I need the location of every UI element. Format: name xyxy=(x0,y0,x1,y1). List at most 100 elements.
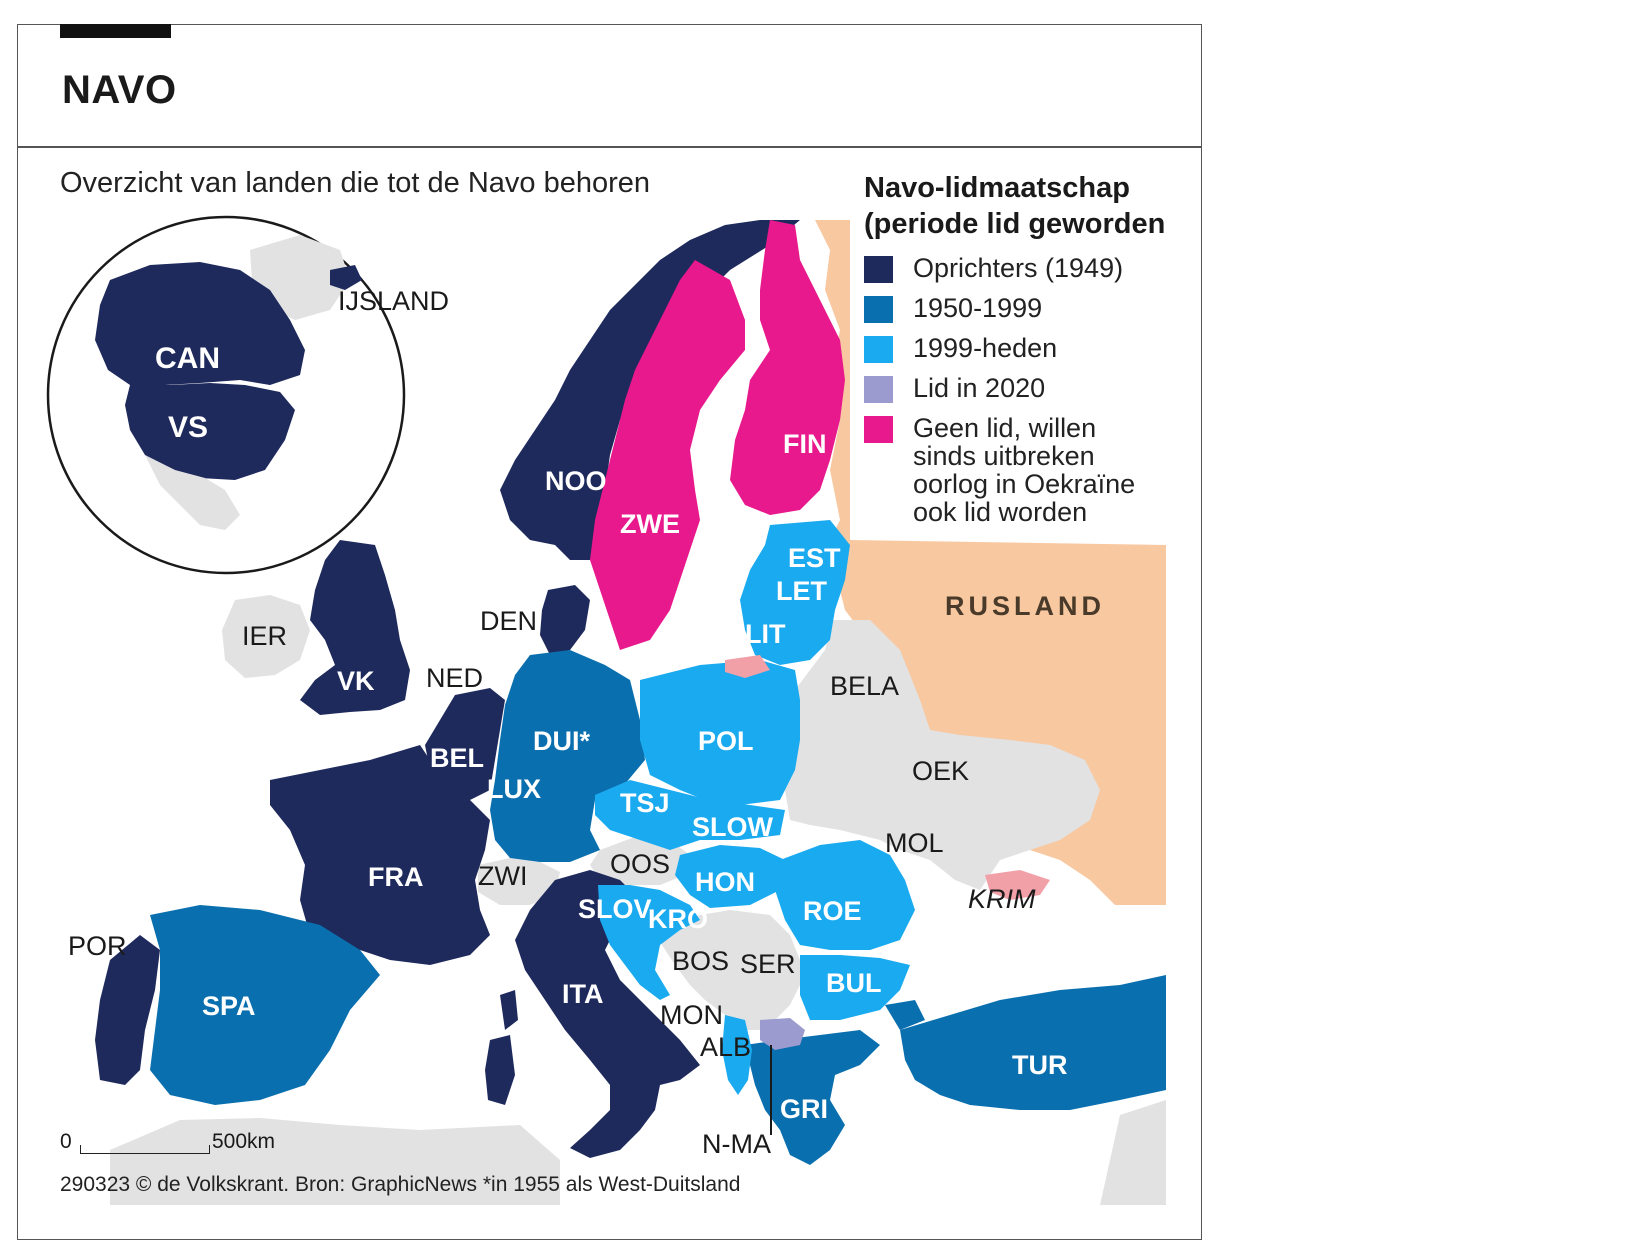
label-ier: IER xyxy=(242,621,287,651)
norway-region xyxy=(500,220,800,560)
corsica-region xyxy=(500,990,518,1030)
europe-map: IJSLAND CAN VS NOO ZWE FIN EST LET LIT R… xyxy=(46,215,1166,1205)
usa-region xyxy=(125,383,295,480)
label-rusland: RUSLAND xyxy=(945,591,1105,621)
scale-end-label: 500km xyxy=(212,1130,276,1153)
label-alb: ALB xyxy=(700,1032,751,1062)
east-med-region xyxy=(1100,1100,1166,1205)
kaliningrad-region xyxy=(725,655,770,678)
legend-item-1999-heden: 1999-heden xyxy=(864,333,1194,363)
label-por: POR xyxy=(68,931,127,961)
label-roe: ROE xyxy=(803,896,862,926)
legend-label: Geen lid, willen sinds uitbreken oorlog … xyxy=(913,413,1136,527)
portugal-region xyxy=(95,935,160,1085)
scale-bar xyxy=(80,1145,210,1154)
denmark-region xyxy=(540,585,590,655)
label-bel: BEL xyxy=(430,743,484,773)
label-mol: MOL xyxy=(885,828,944,858)
canada-region xyxy=(95,262,305,385)
legend-item-candidate: Geen lid, willen sinds uitbreken oorlog … xyxy=(864,414,1153,526)
label-spa: SPA xyxy=(202,991,256,1021)
albania-region xyxy=(722,1015,752,1095)
label-den: DEN xyxy=(480,606,537,636)
hungary-region xyxy=(675,845,785,908)
italy-region xyxy=(515,870,700,1158)
label-ita: ITA xyxy=(562,979,604,1009)
legend-item-2020: Lid in 2020 xyxy=(864,374,1194,403)
legend-swatch xyxy=(864,296,893,323)
label-hon: HON xyxy=(695,867,755,897)
label-oek: OEK xyxy=(912,756,969,786)
sardinia-region xyxy=(485,1035,515,1105)
germany-region xyxy=(490,650,645,862)
source-credit: 290323 © de Volkskrant. Bron: GraphicNew… xyxy=(60,1173,741,1196)
label-tur: TUR xyxy=(1012,1050,1068,1080)
legend-label: 1950-1999 xyxy=(913,293,1043,323)
label-ned: NED xyxy=(426,663,483,693)
spain-region xyxy=(150,905,380,1105)
label-vk: VK xyxy=(337,666,375,696)
legend-item-1950-1999: 1950-1999 xyxy=(864,293,1194,323)
sweden-region xyxy=(590,260,745,650)
legend-label: 1999-heden xyxy=(913,333,1058,363)
benelux-region xyxy=(425,688,505,800)
label-ser: SER xyxy=(740,949,796,979)
header-divider xyxy=(17,146,1202,148)
balkans-region xyxy=(660,910,800,1030)
label-zwe: ZWE xyxy=(620,509,680,539)
label-bos: BOS xyxy=(672,946,729,976)
france-region xyxy=(270,745,490,965)
label-zwi: ZWI xyxy=(478,861,527,891)
legend-label: Oprichters (1949) xyxy=(913,253,1124,283)
label-bul: BUL xyxy=(826,968,882,998)
label-mon: MON xyxy=(660,1000,723,1030)
label-let: LET xyxy=(776,576,828,606)
legend: Navo-lidmaatschap (periode lid geworden … xyxy=(864,170,1194,526)
mexico-region xyxy=(145,455,240,530)
label-krim: KRIM xyxy=(968,884,1036,914)
finland-region xyxy=(730,220,845,515)
label-est: EST xyxy=(788,543,841,573)
czechia-slovakia-region xyxy=(595,780,785,850)
legend-swatch xyxy=(864,416,893,443)
romania-region xyxy=(775,840,915,950)
label-lux: LUX xyxy=(487,774,541,804)
legend-item-founders: Oprichters (1949) xyxy=(864,253,1194,283)
legend-swatch xyxy=(864,336,893,363)
turkey-region xyxy=(900,975,1166,1110)
crimea-region xyxy=(985,870,1050,900)
label-ijsland: IJSLAND xyxy=(338,286,449,316)
label-tsj: TSJ xyxy=(620,788,670,818)
label-vs: VS xyxy=(168,411,208,444)
label-kro: KRO xyxy=(648,904,708,934)
legend-swatch xyxy=(864,376,893,403)
turkey-thrace-region xyxy=(885,1000,925,1030)
baltics-region xyxy=(740,520,850,665)
map-subtitle: Overzicht van landen die tot de Navo beh… xyxy=(60,167,651,199)
frame xyxy=(17,24,1202,1240)
label-noo: NOO xyxy=(545,466,607,496)
label-fin: FIN xyxy=(783,429,827,459)
label-slov: SLOV xyxy=(578,894,652,924)
label-pol: POL xyxy=(698,726,754,756)
legend-title-line2: (periode lid geworden xyxy=(864,208,1166,240)
label-lit: LIT xyxy=(745,619,786,649)
ijsland-region xyxy=(330,265,362,290)
label-fra: FRA xyxy=(368,862,424,892)
north-america-inset xyxy=(46,215,406,575)
uk-region xyxy=(300,540,410,715)
label-gri: GRI xyxy=(780,1094,828,1124)
north-macedonia-region xyxy=(760,1018,805,1050)
slovenia-croatia-region xyxy=(598,885,700,1000)
switzerland-region xyxy=(478,858,560,905)
north-africa-region xyxy=(110,1118,560,1205)
label-dui: DUI* xyxy=(533,726,590,756)
page-title: NAVO xyxy=(62,68,177,112)
label-oos: OOS xyxy=(610,849,670,879)
poland-region xyxy=(640,660,800,805)
ireland-region xyxy=(222,595,310,678)
scale-zero-label: 0 xyxy=(60,1130,72,1153)
greece-region xyxy=(745,1030,880,1165)
label-slow: SLOW xyxy=(692,812,774,842)
label-can: CAN xyxy=(155,342,220,375)
